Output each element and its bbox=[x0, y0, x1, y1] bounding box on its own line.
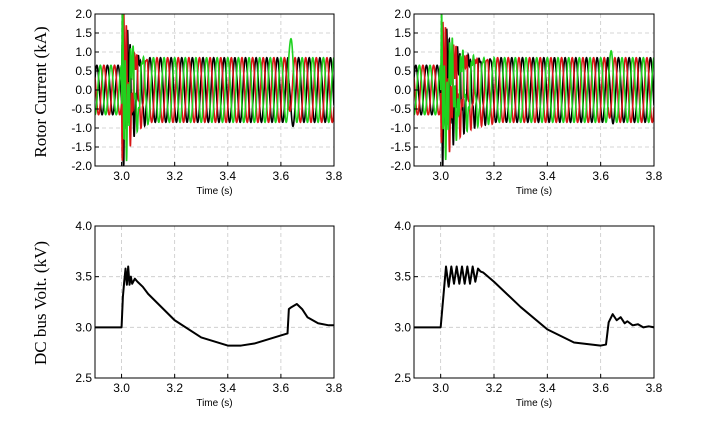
x-tick-label: 3.2 bbox=[486, 381, 503, 395]
x-tick-label: 3.0 bbox=[432, 381, 449, 395]
x-axis-label: Time (s) bbox=[196, 398, 232, 409]
y-tick-label: 3.5 bbox=[394, 270, 411, 284]
x-tick-label: 3.0 bbox=[113, 381, 130, 395]
x-axis-label: Time (s) bbox=[516, 186, 552, 197]
x-tick-label: 3.4 bbox=[219, 381, 236, 395]
plot-frame bbox=[413, 225, 655, 379]
x-tick-label: 3.4 bbox=[219, 169, 236, 183]
series-line-dc-voltage bbox=[414, 265, 654, 347]
y-tick-label: -1.0 bbox=[390, 121, 411, 135]
plot-area bbox=[414, 265, 654, 347]
y-tick-label: -1.5 bbox=[71, 140, 92, 154]
x-tick-label: 3.6 bbox=[592, 381, 609, 395]
y-tick-label: 3.0 bbox=[75, 320, 92, 334]
y-tick-label: 0.5 bbox=[75, 64, 92, 78]
y-tick-label: 1.5 bbox=[75, 26, 92, 40]
y-tick-label: 2.0 bbox=[75, 7, 92, 21]
rotor-current-plot-left: 3.0 3.2 3.4 3.6 3.8 -2.0 -1.5 -1.0 -0.5 0.0 0.5 1.0… bbox=[71, 7, 342, 197]
plot-frame bbox=[94, 225, 335, 379]
y-tick-label: -0.5 bbox=[390, 102, 411, 116]
x-tick-label: 3.2 bbox=[166, 381, 183, 395]
series-line-dc-voltage bbox=[95, 265, 334, 347]
y-tick-label: 1.0 bbox=[394, 45, 411, 59]
y-tick-label: 1.0 bbox=[75, 45, 92, 59]
plot-area bbox=[95, 14, 334, 166]
y-tick-label: 2.0 bbox=[394, 7, 411, 21]
y-tick-label: -0.5 bbox=[71, 102, 92, 116]
x-tick-label: 3.2 bbox=[486, 169, 503, 183]
x-tick-label: 3.8 bbox=[326, 169, 343, 183]
x-tick-label: 3.6 bbox=[592, 169, 609, 183]
y-tick-label: -2.0 bbox=[71, 159, 92, 173]
y-tick-label: 1.5 bbox=[394, 26, 411, 40]
y-tick-label: 3.5 bbox=[75, 270, 92, 284]
x-axis-label: Time (s) bbox=[516, 398, 552, 409]
series-line-phase-a bbox=[95, 29, 334, 166]
x-axis-label: Time (s) bbox=[196, 186, 232, 197]
x-tick-label: 3.4 bbox=[539, 381, 556, 395]
series-line-phase-a bbox=[414, 28, 654, 166]
x-tick-label: 3.4 bbox=[539, 169, 556, 183]
series-line-phase-c bbox=[414, 14, 654, 161]
y-tick-label: 3.0 bbox=[394, 320, 411, 334]
dc-bus-voltage-plot-right: 3.0 3.2 3.4 3.6 3.8 2.5 3.0 3.5 4.0 Time (s) bbox=[394, 219, 662, 409]
y-tick-label: 0.0 bbox=[394, 83, 411, 97]
x-tick-label: 3.8 bbox=[326, 381, 343, 395]
x-tick-label: 3.8 bbox=[646, 169, 663, 183]
y-tick-label: 0.0 bbox=[75, 83, 92, 97]
y-tick-label: -1.0 bbox=[71, 121, 92, 135]
x-tick-label: 3.6 bbox=[273, 169, 290, 183]
dc-bus-voltage-plot-left: 3.0 3.2 3.4 3.6 3.8 2.5 3.0 3.5 4.0 Time (s) bbox=[75, 219, 342, 409]
y-tick-label: 4.0 bbox=[75, 219, 92, 233]
series-line-phase-c bbox=[95, 14, 334, 162]
y-tick-label: 4.0 bbox=[394, 219, 411, 233]
plot-area bbox=[414, 14, 654, 166]
y-tick-label: 2.5 bbox=[75, 371, 92, 385]
x-tick-label: 3.2 bbox=[166, 169, 183, 183]
y-tick-label: -1.5 bbox=[390, 140, 411, 154]
series-line-phase-b bbox=[414, 21, 654, 153]
y-tick-label: 2.5 bbox=[394, 371, 411, 385]
y-axis-label-dc-bus-voltage: DC bus Volt. (kV) bbox=[31, 241, 50, 365]
plot-area bbox=[95, 265, 334, 347]
series-line-phase-b bbox=[95, 14, 334, 161]
y-tick-label: 0.5 bbox=[394, 64, 411, 78]
x-tick-label: 3.6 bbox=[273, 381, 290, 395]
rotor-current-plot-right: 3.0 3.2 3.4 3.6 3.8 -2.0 -1.5 -1.0 -0.5 0.0 0.5 1.0… bbox=[390, 7, 662, 197]
y-tick-label: -2.0 bbox=[390, 159, 411, 173]
x-tick-label: 3.8 bbox=[646, 381, 663, 395]
y-axis-label-rotor-current: Rotor Current (kA) bbox=[31, 26, 50, 157]
x-tick-label: 3.0 bbox=[113, 169, 130, 183]
x-tick-label: 3.0 bbox=[432, 169, 449, 183]
